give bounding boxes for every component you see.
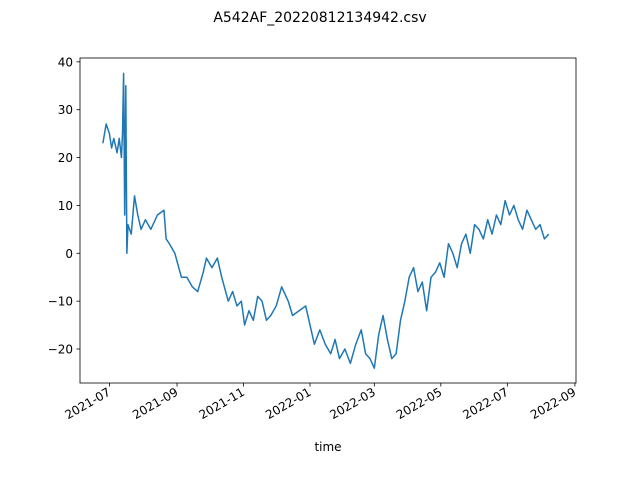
x-tick-label: 2022-01 — [263, 385, 313, 422]
x-tick-label: 2022-07 — [460, 385, 510, 422]
x-tick-label: 2022-05 — [394, 385, 444, 422]
data-line — [102, 72, 550, 369]
plot-frame — [79, 57, 577, 384]
y-tick-label: −10 — [48, 295, 73, 309]
y-tick-label: 0 — [65, 247, 73, 261]
chart-title: A542AF_20220812134942.csv — [213, 10, 426, 26]
x-tick-label: 2021-11 — [197, 385, 247, 422]
y-tick-label: 20 — [58, 151, 73, 165]
y-tick-label: 30 — [58, 103, 73, 117]
x-tick-label: 2021-07 — [63, 385, 113, 422]
x-tick-label: 2021-09 — [130, 385, 180, 422]
x-axis-label: time — [314, 440, 341, 454]
x-tick-label: 2022-09 — [528, 385, 578, 422]
x-tick-label: 2022-03 — [327, 385, 377, 422]
y-tick-label: −20 — [48, 343, 73, 357]
y-tick-label: 40 — [58, 55, 73, 69]
y-tick-label: 10 — [58, 199, 73, 213]
